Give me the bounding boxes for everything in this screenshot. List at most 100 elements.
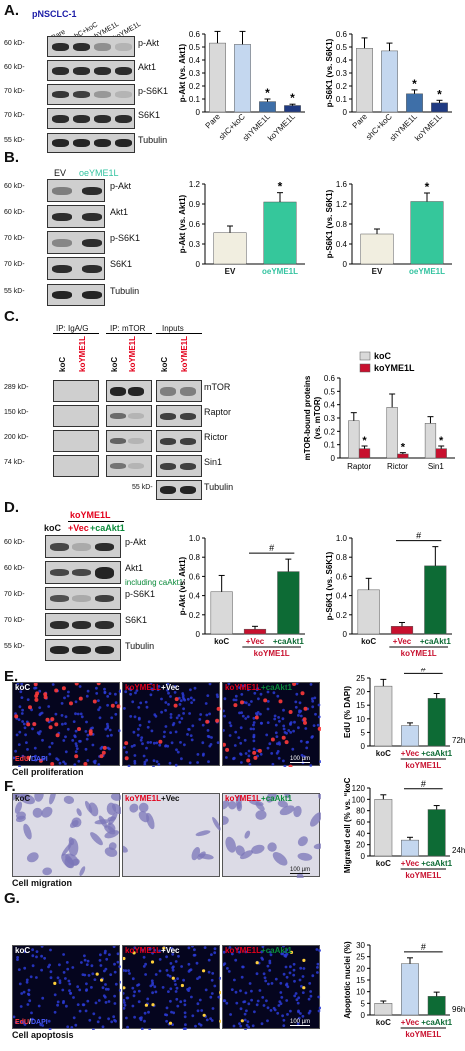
- protein-band: [115, 42, 132, 51]
- x-tick-label: +Vec: [401, 1018, 420, 1027]
- y-tick-label: 1.0: [189, 534, 201, 543]
- panel-f-label: F.: [4, 778, 16, 795]
- blot-strip: [156, 380, 202, 402]
- significance-star: *: [439, 435, 444, 447]
- chart-a1: 00.10.20.30.40.50.6p-Akt (vs. Akt1)Pares…: [178, 30, 305, 143]
- micrograph-image: [12, 793, 121, 877]
- title-koyme1l: koYME1L: [125, 794, 162, 803]
- micrograph-title: koC: [15, 683, 30, 692]
- protein-band: [72, 646, 91, 654]
- micrograph-image: [222, 945, 321, 1030]
- x-tick-label: koC: [376, 749, 391, 758]
- y-tick-label: 20: [356, 688, 365, 697]
- bar: [374, 1003, 393, 1016]
- protein-band: [72, 569, 91, 576]
- blot-label: Tubulin: [125, 641, 155, 651]
- x-tick-label: oeYME1L: [409, 267, 445, 276]
- y-tick-label: 0.2: [189, 611, 201, 620]
- y-tick-label: 0.8: [336, 220, 348, 229]
- mw-marker: 70 kD-: [4, 88, 25, 95]
- bar: [401, 963, 419, 1016]
- y-tick-label: 0: [361, 742, 366, 751]
- cell-line-label: pNSCLC-1: [32, 9, 77, 19]
- y-tick-label: 0.6: [336, 30, 348, 39]
- bar: [427, 996, 446, 1016]
- blot-label: Akt1: [138, 62, 157, 72]
- y-tick-label: 0: [343, 630, 348, 639]
- protein-band: [160, 437, 176, 445]
- x-tick-label: +Vec: [401, 749, 420, 758]
- bar: [374, 685, 393, 747]
- significance-hash: #: [421, 668, 426, 673]
- protein-band: [73, 114, 90, 123]
- bar: [284, 105, 301, 113]
- blot-label: Sin1: [204, 457, 223, 467]
- time-label: 72h: [452, 736, 465, 745]
- micrograph-image: [122, 682, 221, 767]
- mw-marker: 55 kD-: [4, 288, 25, 295]
- protein-band: [52, 66, 69, 75]
- micrograph-image: [222, 793, 321, 878]
- blot-strip: [53, 405, 99, 427]
- lane-label: koYME1L: [78, 335, 87, 372]
- x-tick-label: EV: [225, 267, 236, 276]
- bar: [209, 42, 226, 113]
- stain-dapi: DAPI: [30, 756, 48, 763]
- blot-strip: [45, 587, 121, 610]
- y-tick-label: 0.4: [336, 240, 348, 249]
- significance-hash: #: [421, 942, 426, 952]
- micrograph-image: [222, 682, 321, 767]
- micrograph-title: koYME1L+caAkt1: [225, 683, 292, 692]
- micrograph-title: koC: [15, 946, 30, 955]
- y-tick-label: 10: [356, 988, 365, 997]
- blot-strip: [53, 455, 99, 477]
- mw-marker: 60 kD-: [4, 565, 25, 572]
- bar: [263, 201, 297, 265]
- y-tick-label: 0.5: [189, 43, 201, 52]
- mw-marker: 60 kD-: [4, 539, 25, 546]
- y-axis-label: p-Akt (vs. Akt1): [178, 556, 187, 615]
- significance-star: *: [290, 91, 295, 105]
- scale-bar: 100 µm: [290, 1019, 311, 1026]
- chart-b2: 0 0.4 0.8 1.2 1.6p-S6K1 (vs. S6K1) EV * oeYME1L: [325, 180, 452, 276]
- protein-band: [52, 91, 69, 98]
- protein-band: [82, 291, 102, 299]
- bar: [427, 698, 446, 747]
- y-tick-label: 0.6: [189, 30, 201, 39]
- group-ip-iga: IP: IgA/G: [56, 324, 89, 333]
- mw-marker: 150 kD-: [4, 409, 29, 416]
- protein-band: [94, 66, 111, 75]
- blot-label: p-Akt: [138, 38, 160, 48]
- title-vec: +Vec: [161, 683, 180, 692]
- caption-proliferation: Cell proliferation: [12, 767, 84, 777]
- blot-label: S6K1: [125, 615, 148, 625]
- bar: [401, 725, 419, 747]
- x-tick-label: koC: [376, 1018, 391, 1027]
- y-tick-label: 0.5: [336, 43, 348, 52]
- blot-label: Tubulin: [138, 135, 168, 145]
- protein-band: [50, 620, 69, 629]
- blot-strip: [53, 430, 99, 452]
- protein-band: [95, 542, 114, 551]
- y-tick-label: 1.2: [189, 180, 201, 189]
- bar: [374, 799, 393, 857]
- significance-star: *: [265, 86, 270, 100]
- y-tick-label: 25: [356, 674, 365, 683]
- blot-strip: [53, 380, 99, 402]
- micrograph-image: [122, 945, 221, 1030]
- mw-marker: 60 kD-: [4, 64, 25, 71]
- caption-apoptosis: Cell apoptosis: [12, 1030, 74, 1040]
- protein-band: [82, 238, 102, 247]
- lane-label-ev: EV: [54, 168, 67, 178]
- y-tick-label: 15: [356, 701, 365, 710]
- protein-band: [52, 42, 69, 51]
- bar: [357, 589, 380, 635]
- mw-marker: 60 kD-: [4, 183, 25, 190]
- blot-label: p-S6K1: [138, 86, 169, 96]
- bar: [259, 101, 276, 113]
- y-tick-label: 0: [361, 852, 366, 861]
- protein-band: [52, 212, 72, 221]
- blot-label: Rictor: [204, 432, 228, 442]
